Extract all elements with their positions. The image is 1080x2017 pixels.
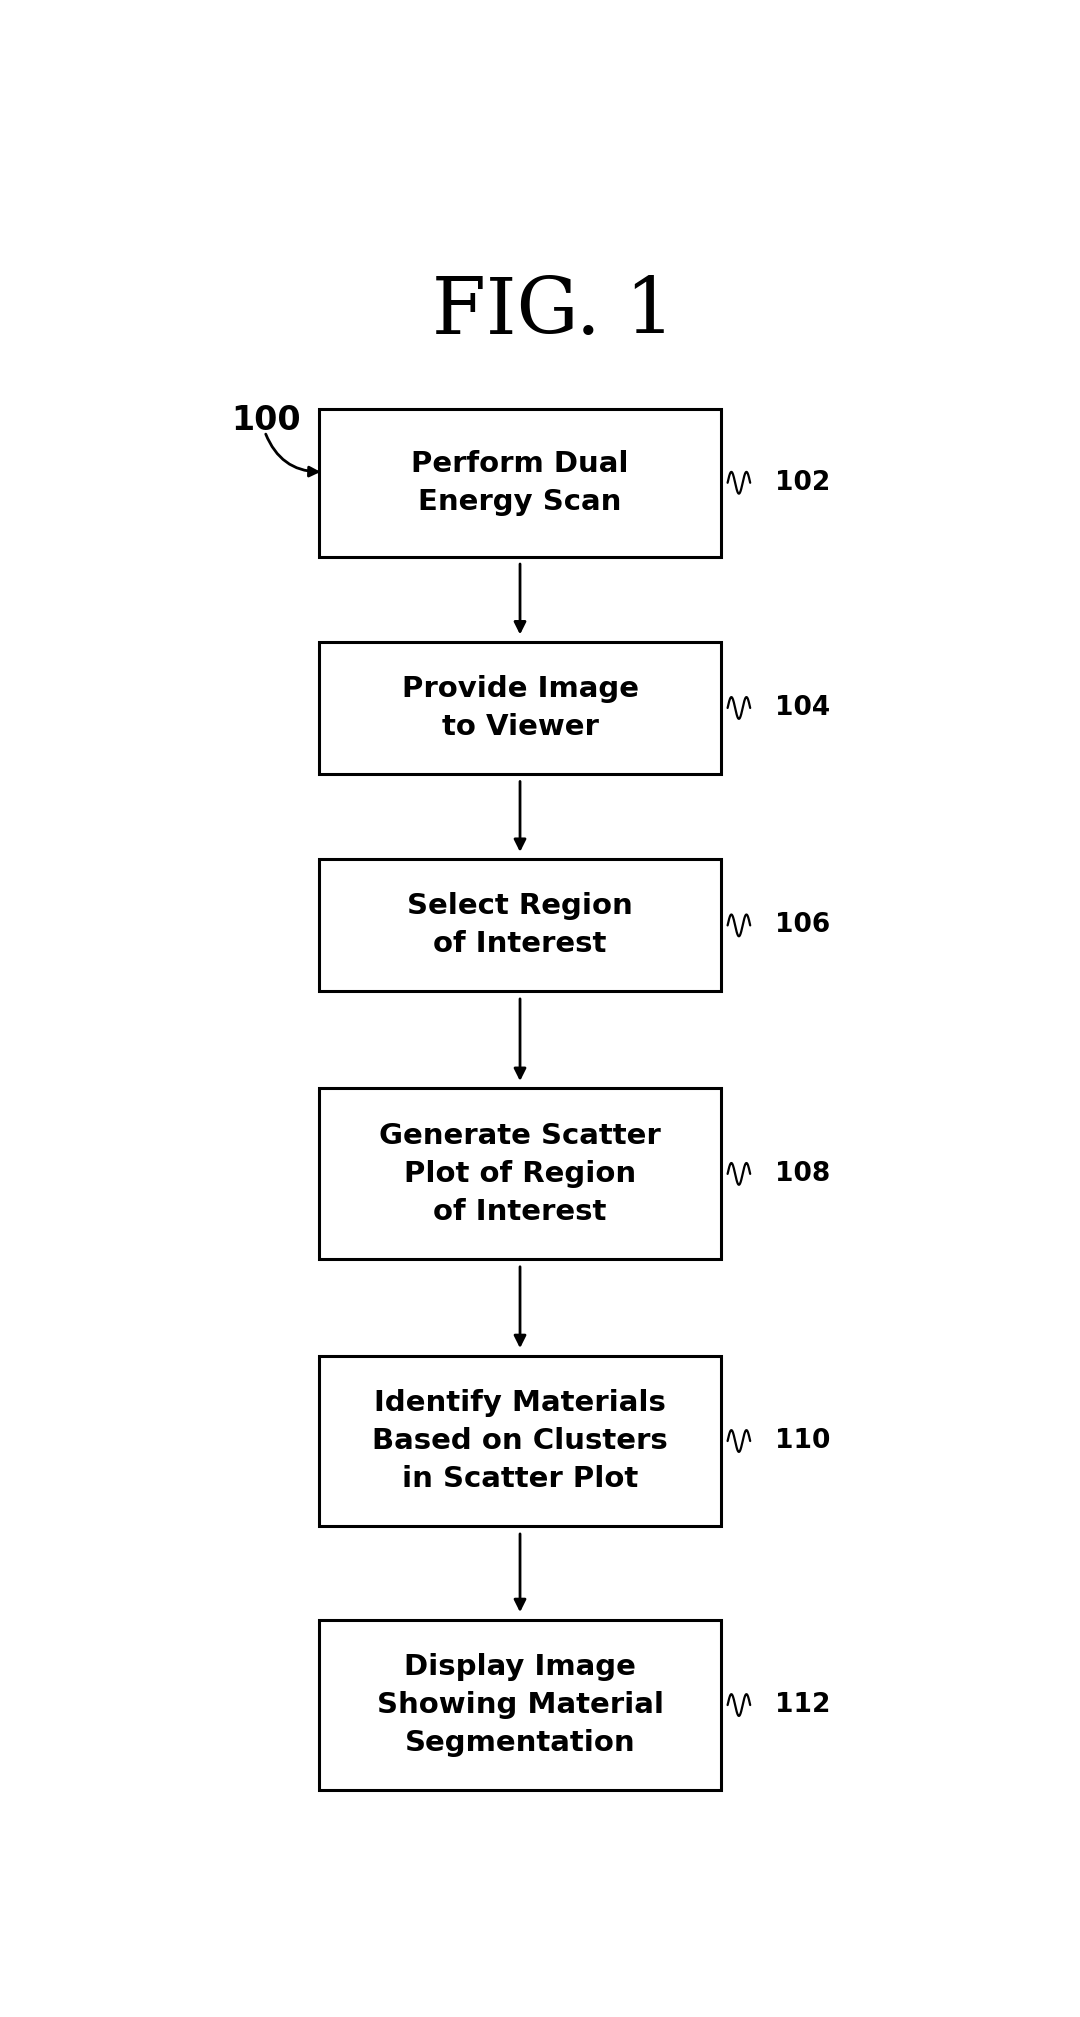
Text: 100: 100 bbox=[231, 403, 301, 438]
FancyBboxPatch shape bbox=[320, 1620, 721, 1791]
Text: 110: 110 bbox=[775, 1428, 831, 1454]
FancyBboxPatch shape bbox=[320, 641, 721, 775]
Text: Select Region
of Interest: Select Region of Interest bbox=[407, 892, 633, 958]
Text: FIG. 1: FIG. 1 bbox=[432, 274, 675, 349]
Text: 112: 112 bbox=[775, 1692, 831, 1718]
Text: Identify Materials
Based on Clusters
in Scatter Plot: Identify Materials Based on Clusters in … bbox=[373, 1390, 667, 1493]
FancyBboxPatch shape bbox=[320, 1089, 721, 1259]
Text: Perform Dual
Energy Scan: Perform Dual Energy Scan bbox=[411, 450, 629, 516]
Text: 102: 102 bbox=[775, 470, 831, 496]
Text: 106: 106 bbox=[775, 912, 831, 938]
Text: Generate Scatter
Plot of Region
of Interest: Generate Scatter Plot of Region of Inter… bbox=[379, 1121, 661, 1226]
FancyBboxPatch shape bbox=[320, 859, 721, 992]
Text: 108: 108 bbox=[775, 1162, 831, 1186]
FancyBboxPatch shape bbox=[320, 1355, 721, 1527]
Text: Provide Image
to Viewer: Provide Image to Viewer bbox=[402, 676, 638, 740]
FancyBboxPatch shape bbox=[320, 409, 721, 557]
Text: Display Image
Showing Material
Segmentation: Display Image Showing Material Segmentat… bbox=[377, 1654, 663, 1757]
Text: 104: 104 bbox=[775, 696, 831, 720]
